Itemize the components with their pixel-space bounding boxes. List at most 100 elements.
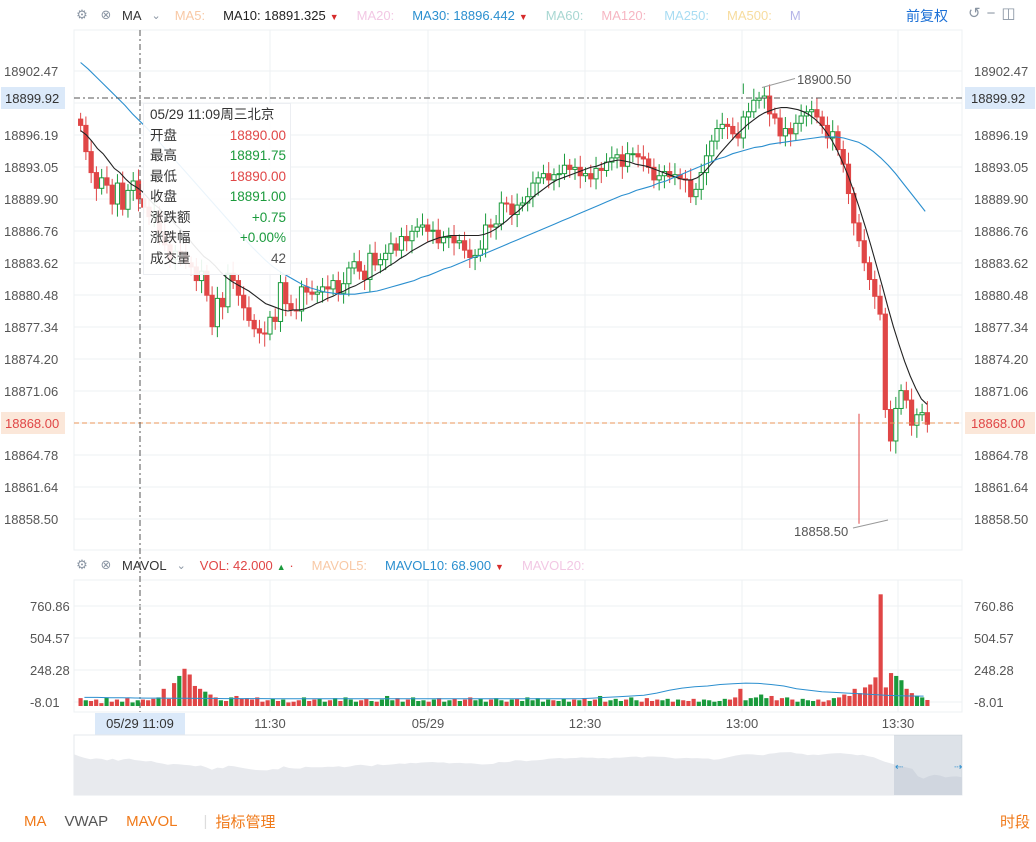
volume-bar	[795, 701, 800, 706]
volume-bar	[764, 698, 769, 706]
minus-icon[interactable]: −	[986, 5, 1002, 22]
volume-bar	[790, 699, 795, 706]
volume-bar	[509, 699, 514, 706]
volume-bar	[837, 697, 842, 706]
x-tick-label: 13:30	[882, 716, 915, 731]
restore-icon[interactable]: ◫	[1001, 5, 1022, 22]
tooltip-label: 涨跌幅	[150, 230, 191, 245]
volume-bar	[317, 698, 322, 706]
x-tick-label: 05/29	[412, 716, 445, 731]
tooltip-row: 涨跌额 +0.75	[144, 208, 290, 229]
volume-bar	[862, 687, 868, 706]
candle-body	[719, 123, 725, 130]
main-indicator-name[interactable]: MA	[122, 7, 142, 23]
vol-legend-label: VOL:	[199, 557, 230, 573]
volume-legend: ⚙ ⊗ MAVOL ⌄ VOL: 42.000 ▲ · MAVOL5: MAVOL10…	[74, 553, 603, 577]
candle-body	[88, 151, 94, 174]
candle-body	[99, 177, 105, 189]
volume-bar	[244, 698, 249, 706]
volume-bar	[727, 699, 733, 706]
y-tick-label-right: 18864.78	[974, 448, 1028, 463]
indicator-manage-button[interactable]: 指标管理	[215, 813, 276, 831]
tooltip-datetime: 05/29 11:09周三北京	[150, 107, 275, 122]
volume-bar	[779, 698, 785, 706]
volume-bar	[140, 699, 146, 706]
volume-bar	[914, 695, 920, 706]
settings-icon[interactable]: ⚙	[76, 7, 88, 22]
volume-bar	[608, 700, 613, 706]
volume-bar	[166, 698, 171, 706]
chevron-down-icon[interactable]: ⌄	[151, 9, 161, 22]
vol-y-tick-left: -8.01	[30, 695, 60, 710]
candle-body	[398, 236, 405, 251]
close-icon[interactable]: ⊗	[100, 557, 112, 572]
y-tick-label-left: 18874.20	[4, 352, 58, 367]
tooltip-value: +0.00%	[239, 230, 286, 245]
candle-body	[114, 182, 121, 205]
ma-legend-items: MA5: MA10: 18891.325 ▼ MA20: MA30: 18896.442…	[175, 8, 819, 23]
volume-bar	[733, 697, 738, 706]
last-price-label-left: 18868.00	[5, 416, 59, 431]
close-icon[interactable]: ⊗	[100, 7, 112, 22]
volume-bar	[925, 699, 930, 706]
volume-bar	[312, 699, 317, 706]
candle-body	[698, 172, 704, 190]
volume-bar	[759, 694, 764, 706]
volume-bar	[639, 701, 644, 706]
indicator-tab[interactable]: MAVOL	[126, 812, 178, 830]
candle-body	[272, 316, 278, 322]
indicator-tab[interactable]: MA	[24, 812, 47, 830]
volume-bar	[359, 700, 364, 706]
volume-bar	[483, 701, 488, 706]
ma-legend-label: MA250:	[664, 7, 709, 23]
ma-legend-item: M	[790, 8, 801, 23]
chevron-down-icon[interactable]: ⌄	[176, 559, 186, 572]
trend-arrow-icon: ▼	[495, 561, 504, 572]
period-button[interactable]: 时段	[999, 813, 1030, 831]
volume-bar	[613, 698, 618, 706]
indicator-tab[interactable]: VWAP	[64, 812, 109, 830]
volume-bar	[78, 698, 83, 706]
volume-bar	[847, 695, 852, 706]
volume-bar	[125, 698, 130, 706]
volume-bar	[520, 700, 525, 706]
candle-body	[482, 224, 489, 250]
candle-body	[809, 109, 815, 113]
candle-body	[83, 124, 89, 153]
vol-legend-items: VOL: 42.000 ▲ · MAVOL5: MAVOL10: 68.900 ▼ MAV…	[200, 558, 603, 573]
y-tick-label-right: 18874.20	[974, 352, 1028, 367]
volume-bar	[852, 688, 857, 706]
candle-body	[319, 286, 326, 293]
settings-icon[interactable]: ⚙	[76, 557, 88, 572]
volume-bar	[234, 695, 239, 706]
volume-bar	[281, 699, 286, 706]
adjust-button[interactable]: 前复权	[906, 8, 948, 24]
candle-body	[109, 184, 115, 205]
candle-body	[372, 252, 378, 266]
last-price-tag-right	[965, 412, 1035, 434]
volume-indicator-name[interactable]: MAVOL	[122, 557, 167, 573]
candle-body	[730, 125, 736, 135]
navigator-window	[894, 735, 962, 795]
volume-bar	[894, 675, 899, 706]
tooltip-row: 开盘 18890.00	[144, 126, 290, 147]
vol-legend-item: MAVOL10: 68.900 ▼	[385, 558, 504, 573]
volume-bar	[670, 701, 675, 706]
candle-body	[377, 259, 384, 266]
y-tick-label-left: 18893.05	[4, 160, 58, 175]
volume-bar	[161, 688, 166, 706]
volume-bar	[416, 700, 421, 706]
candle-body	[262, 332, 268, 335]
candle-body	[288, 303, 294, 311]
volume-bar	[426, 701, 431, 706]
volume-bar	[753, 697, 759, 706]
ma-legend-label: MA500:	[727, 7, 772, 23]
candle-body	[414, 226, 420, 232]
candle-body	[914, 414, 920, 426]
volume-bar	[618, 700, 623, 706]
undo-icon[interactable]: ↺	[968, 5, 987, 22]
candle-body	[709, 140, 715, 157]
volume-bar	[598, 695, 603, 706]
main-legend: ⚙ ⊗ MA ⌄ MA5: MA10: 18891.325 ▼ MA20: MA30: …	[74, 3, 819, 27]
volume-bar	[535, 698, 540, 706]
